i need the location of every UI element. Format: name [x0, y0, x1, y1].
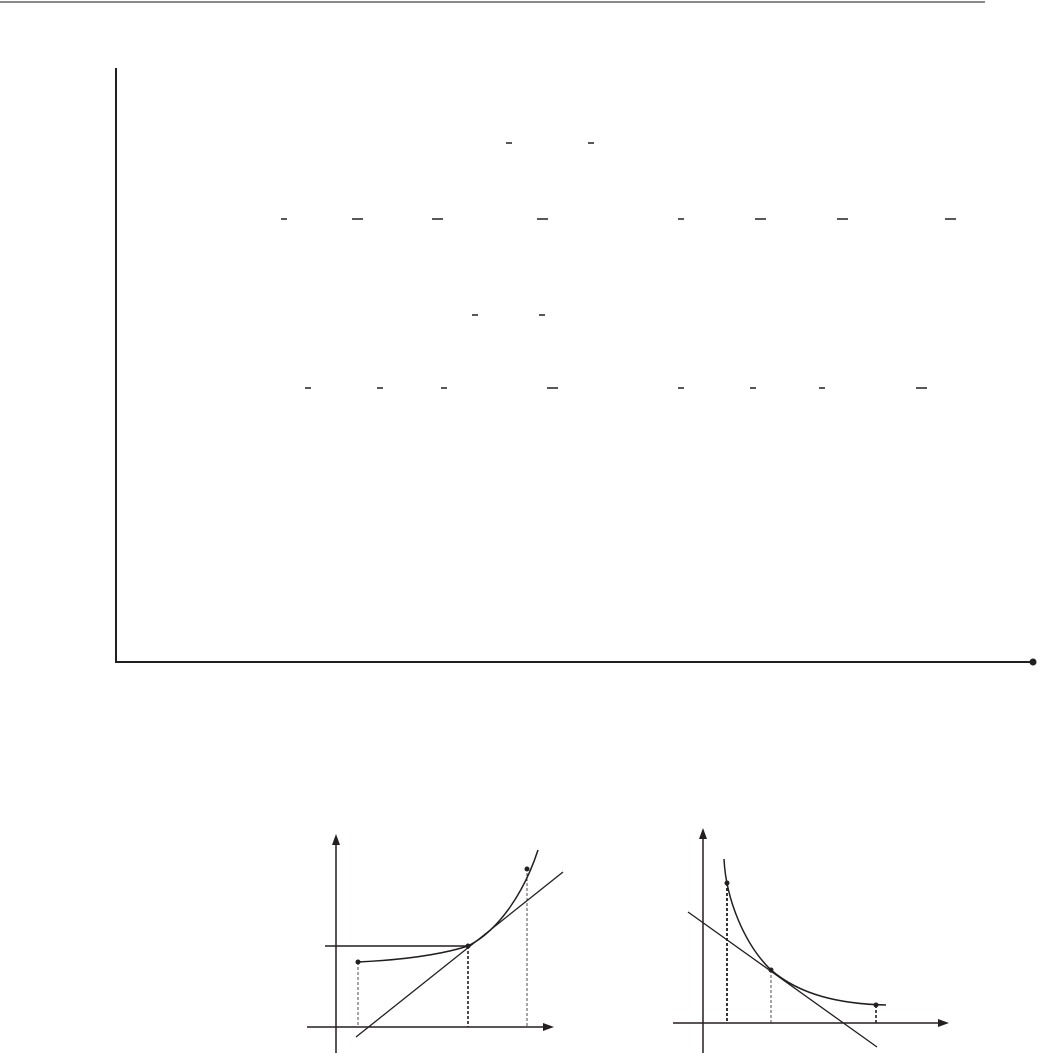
curve — [357, 849, 539, 963]
figure-left-points — [355, 866, 530, 965]
x-axis-arrow-icon — [543, 1023, 554, 1031]
curve-point — [465, 943, 471, 949]
curve — [723, 858, 887, 1006]
x-axis-arrow-icon — [938, 1019, 949, 1027]
curve-point — [724, 880, 730, 886]
tangent-line — [687, 911, 878, 1048]
figure-left — [307, 834, 564, 1053]
figure-right-points — [724, 880, 879, 1008]
content-frame — [115, 68, 1033, 663]
tangent-line — [355, 871, 564, 1038]
y-axis-arrow-icon — [699, 828, 707, 839]
y-axis-arrow-icon — [332, 834, 340, 845]
curve-point — [524, 866, 530, 872]
curve-point — [768, 967, 774, 973]
fraction-bars — [281, 142, 956, 389]
curve-point — [355, 959, 361, 965]
curve-point — [873, 1002, 879, 1008]
figure-right — [673, 828, 949, 1053]
frame-end-dot — [1029, 658, 1037, 666]
